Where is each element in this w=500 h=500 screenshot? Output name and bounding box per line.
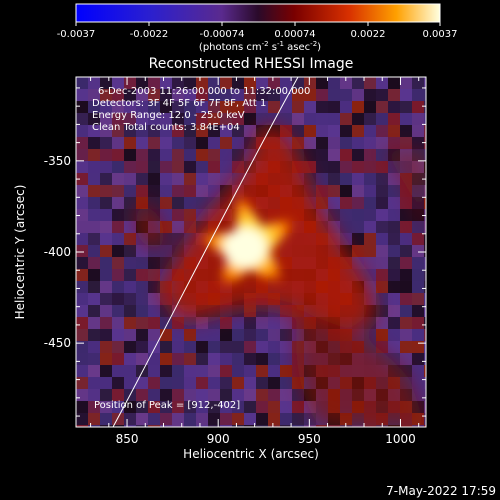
- info-line-time: 6-Dec-2003 11:26:00.000 to 11:32:00.000: [98, 86, 310, 97]
- plot-title: Reconstructed RHESSI Image: [149, 56, 354, 72]
- colorbar-tick-label: 0.0022: [351, 29, 386, 40]
- footer-timestamp: 7-May-2022 17:59: [386, 484, 496, 498]
- info-line-energy: Energy Range: 12.0 - 25.0 keV: [92, 110, 245, 121]
- colorbar-ticks: -0.0037 -0.0022 -0.00074 0.00074 0.0022 0.003…: [57, 22, 458, 40]
- y-tick-label: -350: [44, 154, 71, 168]
- info-annotation: 6-Dec-2003 11:26:00.000 to 11:32:00.000 …: [92, 86, 310, 133]
- colorbar-tick-label: -0.00074: [200, 29, 245, 40]
- peak-position-label: Position of Peak = [912,-402]: [94, 400, 240, 411]
- colorbar-units: (photons cm-2 s-1 asec-2): [199, 40, 321, 53]
- info-line-detectors: Detectors: 3F 4F 5F 6F 7F 8F, Att 1: [92, 98, 266, 109]
- x-axis-label: Heliocentric X (arcsec): [183, 447, 319, 461]
- colorbar-tick-label: -0.0022: [130, 29, 169, 40]
- x-tick-label: 950: [298, 432, 321, 446]
- y-tick-label: -450: [44, 336, 71, 350]
- solar-image: 6-Dec-2003 11:26:00.000 to 11:32:00.000 …: [76, 77, 426, 427]
- x-tick-label: 850: [116, 432, 139, 446]
- info-line-counts: Clean Total counts: 3.84E+04: [92, 122, 240, 133]
- colorbar-tick-label: 0.00074: [274, 29, 315, 40]
- colorbar: -0.0037 -0.0022 -0.00074 0.00074 0.0022 0.003…: [57, 3, 458, 53]
- flare-source: [196, 190, 302, 296]
- colorbar-tick-label: -0.0037: [57, 29, 96, 40]
- colorbar-gradient: [75, 3, 441, 23]
- axis-ticks: 850 900 950 1000 -350 -400 -450: [44, 77, 426, 446]
- colorbar-tick-label: 0.0037: [423, 29, 458, 40]
- y-tick-label: -400: [44, 245, 71, 259]
- solar-limb: [112, 77, 299, 427]
- x-tick-label: 900: [207, 432, 230, 446]
- y-axis-label: Heliocentric Y (arcsec): [13, 185, 27, 320]
- x-tick-label: 1000: [385, 432, 416, 446]
